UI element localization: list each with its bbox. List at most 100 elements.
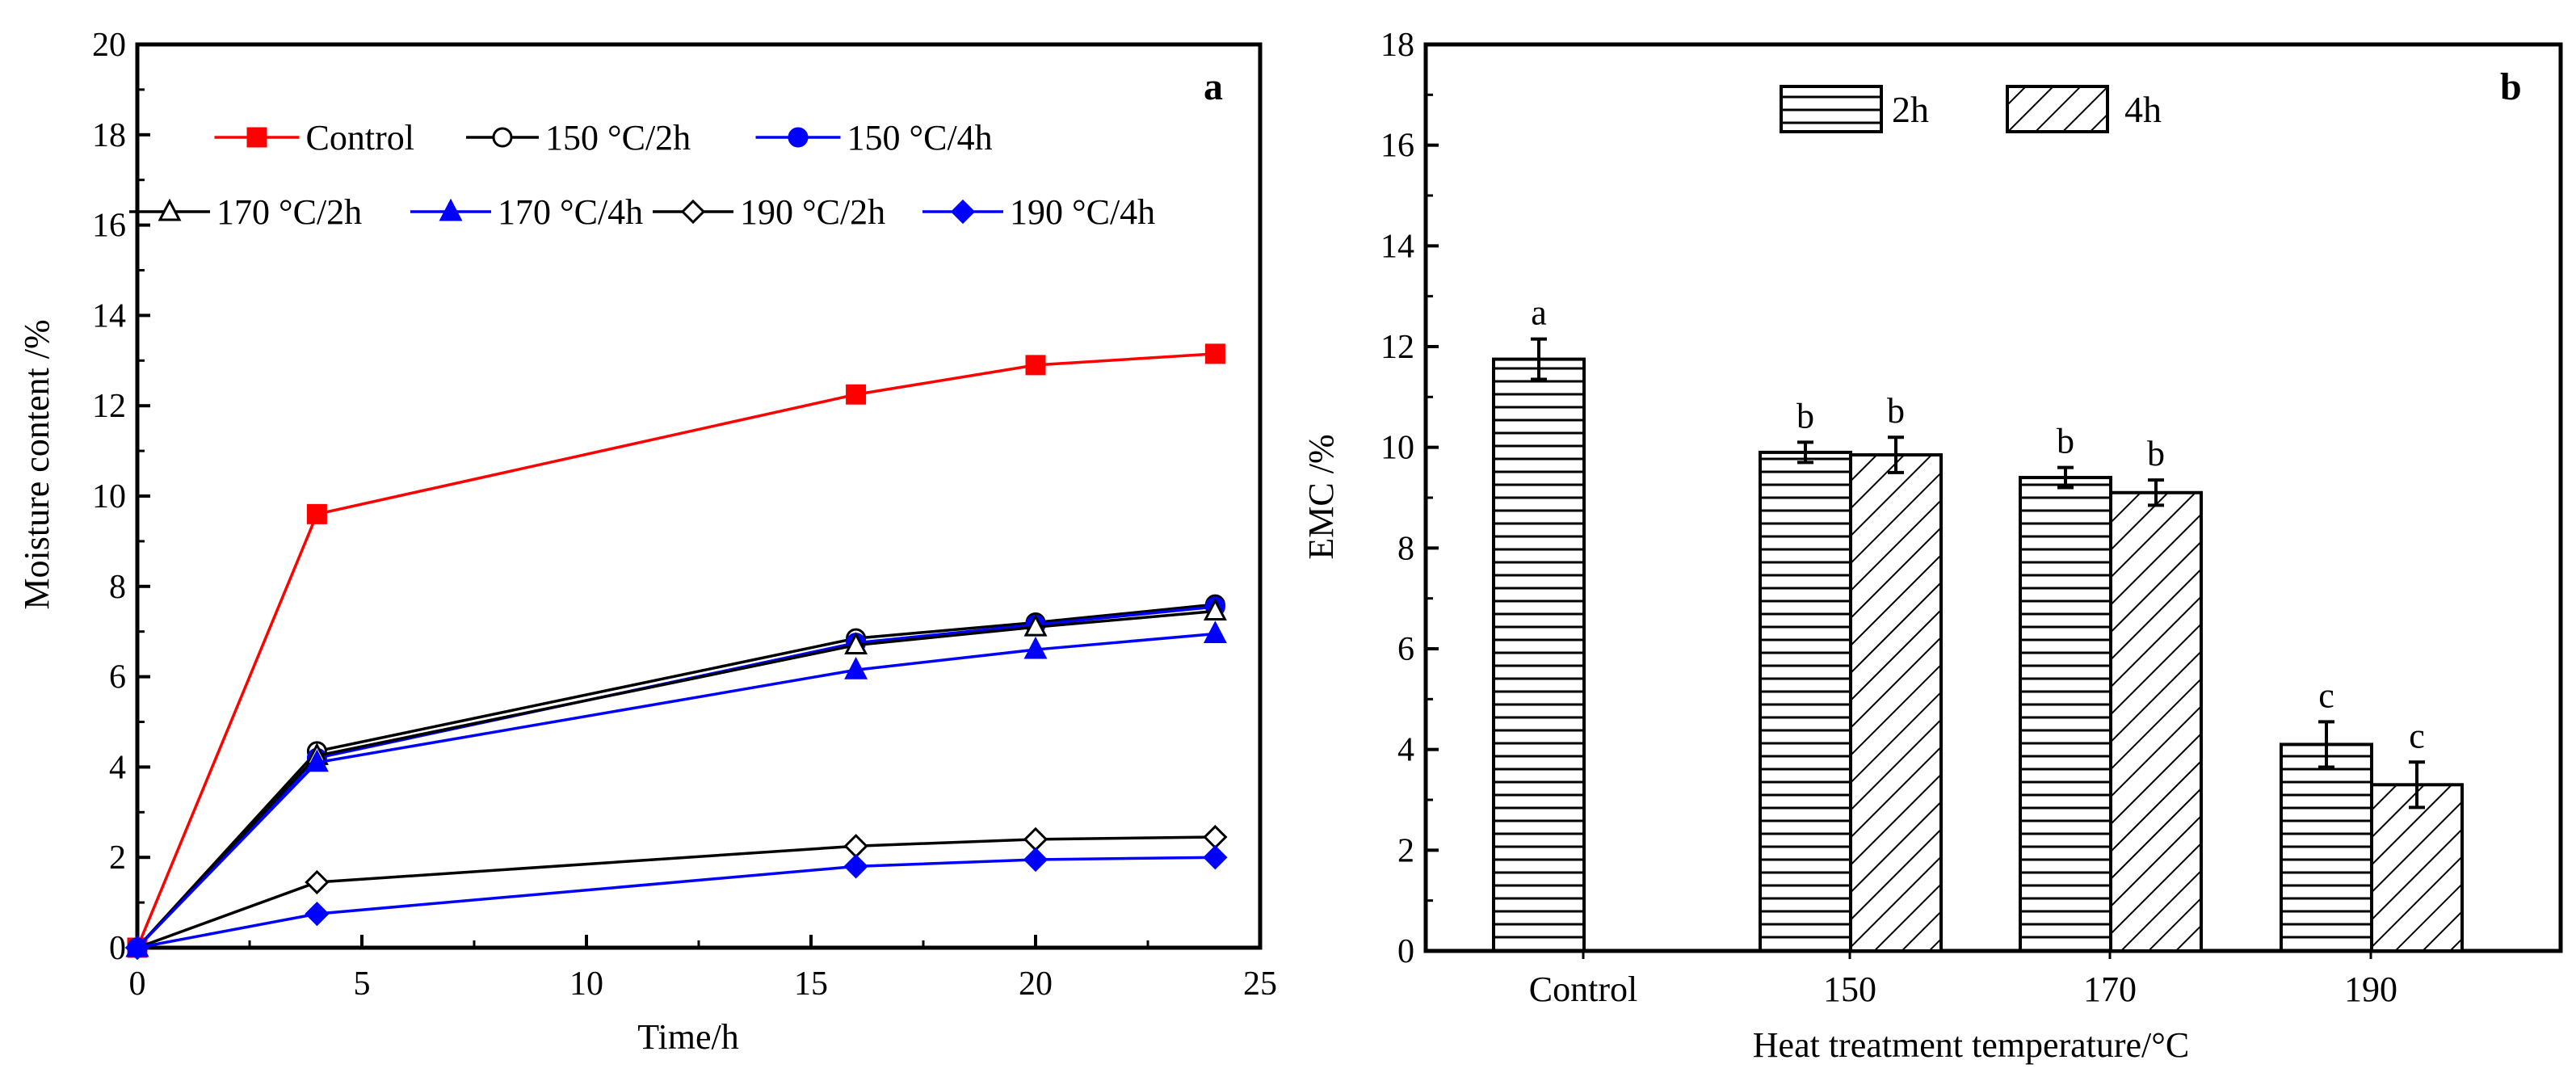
x-tick-label: 170 bbox=[2083, 970, 2137, 1009]
panel-b-y-axis-title: EMC /% bbox=[1301, 434, 1341, 559]
legend-marker bbox=[788, 127, 809, 148]
y-tick-label: 8 bbox=[109, 569, 126, 606]
y-tick-label: 12 bbox=[1380, 329, 1414, 366]
data-point bbox=[1203, 620, 1227, 643]
legend-label: 170 °C/2h bbox=[216, 192, 362, 232]
legend-item-4h: 4h bbox=[2006, 85, 2162, 133]
series-line bbox=[137, 835, 1216, 949]
significance-letter: b bbox=[2057, 422, 2074, 461]
y-tick-label: 12 bbox=[92, 388, 126, 425]
y-tick-label: 2 bbox=[109, 839, 126, 877]
bar-control-2h: a bbox=[1492, 293, 1586, 953]
legend-marker bbox=[492, 127, 513, 148]
bar bbox=[2019, 476, 2112, 953]
legend-marker bbox=[950, 199, 976, 225]
y-tick-label: 8 bbox=[1397, 530, 1414, 567]
data-point bbox=[843, 854, 868, 879]
legend-item-2h: 2h bbox=[1780, 85, 1929, 133]
y-tick-label: 10 bbox=[1380, 430, 1414, 467]
panel-a-y-axis-title: Moisture content /% bbox=[17, 319, 57, 609]
legend-label: Control bbox=[306, 118, 414, 158]
y-tick-label: 16 bbox=[1380, 128, 1414, 165]
y-tick-label: 18 bbox=[92, 117, 126, 154]
y-tick-label: 4 bbox=[1397, 732, 1414, 769]
legend-label: 150 °C/4h bbox=[847, 118, 993, 158]
bar bbox=[1849, 453, 1943, 953]
data-point bbox=[305, 901, 330, 927]
bar bbox=[1492, 357, 1586, 953]
panel-b-y-ticks: 0 2 4 6 8 10 12 14 16 18 bbox=[1380, 27, 1439, 970]
x-tick-label: 5 bbox=[354, 965, 371, 1003]
legend-label: 190 °C/2h bbox=[740, 192, 885, 232]
data-point bbox=[1203, 824, 1228, 850]
legend-item: 190 °C/4h bbox=[922, 192, 1155, 232]
bar-150-4h: b bbox=[1849, 391, 1943, 953]
legend-marker bbox=[439, 198, 463, 221]
legend-label: 150 °C/2h bbox=[545, 118, 691, 158]
x-tick-label: 190 bbox=[2344, 970, 2397, 1009]
series-150-c-2h bbox=[127, 594, 1225, 958]
y-tick-label: 6 bbox=[109, 659, 126, 696]
data-point bbox=[124, 935, 150, 961]
significance-letter: b bbox=[1887, 391, 1905, 431]
bar-190-4h: c bbox=[2370, 716, 2464, 953]
bar-170-2h: b bbox=[2019, 422, 2112, 953]
panel-a-x-axis-title: Time/h bbox=[637, 1017, 739, 1057]
x-tick-label: 150 bbox=[1823, 970, 1876, 1009]
y-tick-label: 10 bbox=[92, 478, 126, 515]
legend-item: 150 °C/2h bbox=[466, 118, 691, 158]
bar bbox=[1759, 450, 1852, 953]
legend-swatch bbox=[2006, 85, 2109, 133]
legend-item: 190 °C/2h bbox=[653, 192, 885, 232]
x-tick-label: 20 bbox=[1019, 965, 1053, 1003]
x-tick-label: 15 bbox=[794, 965, 828, 1003]
data-point bbox=[1203, 598, 1227, 621]
bar bbox=[2109, 490, 2203, 953]
data-point bbox=[1204, 343, 1225, 364]
series-170-c-4h bbox=[125, 620, 1227, 957]
bar-190-2h: c bbox=[2280, 675, 2373, 953]
data-point bbox=[1203, 845, 1228, 870]
series-line bbox=[136, 605, 1216, 949]
panel-b-x-axis-title: Heat treatment temperature/°C bbox=[1753, 1025, 2189, 1065]
legend-item: 170 °C/4h bbox=[410, 192, 643, 232]
legend-label: 190 °C/4h bbox=[1010, 192, 1155, 232]
significance-letter: c bbox=[2409, 716, 2425, 755]
y-tick-label: 14 bbox=[1380, 228, 1414, 265]
panel-b-x-ticks: Control 150 170 190 bbox=[1529, 951, 2397, 1009]
panel-b-label: b bbox=[2500, 65, 2522, 108]
panel-a-x-ticks: 0 5 10 15 20 25 bbox=[129, 935, 1277, 1003]
bar bbox=[2280, 742, 2373, 953]
bar bbox=[2370, 783, 2464, 953]
y-tick-label: 20 bbox=[92, 27, 126, 64]
legend-marker bbox=[158, 198, 182, 221]
bar-170-4h: b bbox=[2109, 434, 2203, 953]
y-tick-label: 18 bbox=[1380, 27, 1414, 64]
legend-label: 2h bbox=[1892, 89, 1929, 130]
panel-a-label: a bbox=[1204, 65, 1223, 108]
y-tick-label: 16 bbox=[92, 208, 126, 245]
series-190-c-2h bbox=[124, 824, 1228, 961]
panel-b-bars: a b b b b c c bbox=[1492, 293, 2464, 953]
significance-letter: a bbox=[1531, 293, 1547, 333]
y-tick-label: 14 bbox=[92, 297, 126, 334]
legend-item: 150 °C/4h bbox=[755, 118, 993, 158]
panel-a-legend: Control 150 °C/2h 150 °C/4h 170 °C/2h 170 °C… bbox=[129, 118, 1155, 232]
data-point bbox=[1023, 827, 1048, 852]
series-line bbox=[137, 856, 1216, 949]
panel-b-legend: 2h 4h bbox=[1780, 85, 2162, 133]
data-point bbox=[1023, 613, 1048, 637]
panel-a-line-chart: a 0 2 4 6 8 10 12 14 16 18 20 0 5 10 15 20 25 Control 15… bbox=[17, 27, 1277, 1057]
panel-a-series bbox=[124, 343, 1228, 961]
x-tick-label: 0 bbox=[129, 965, 146, 1003]
data-point bbox=[305, 869, 330, 895]
series-control bbox=[127, 343, 1225, 958]
panel-a-plot-frame bbox=[135, 42, 1263, 950]
data-point bbox=[843, 834, 868, 859]
significance-letter: b bbox=[1796, 396, 1814, 435]
legend-marker bbox=[680, 199, 706, 225]
y-tick-label: 4 bbox=[109, 749, 126, 786]
y-tick-label: 6 bbox=[1397, 631, 1414, 668]
legend-item: Control bbox=[214, 118, 414, 158]
x-tick-label: 10 bbox=[569, 965, 603, 1003]
